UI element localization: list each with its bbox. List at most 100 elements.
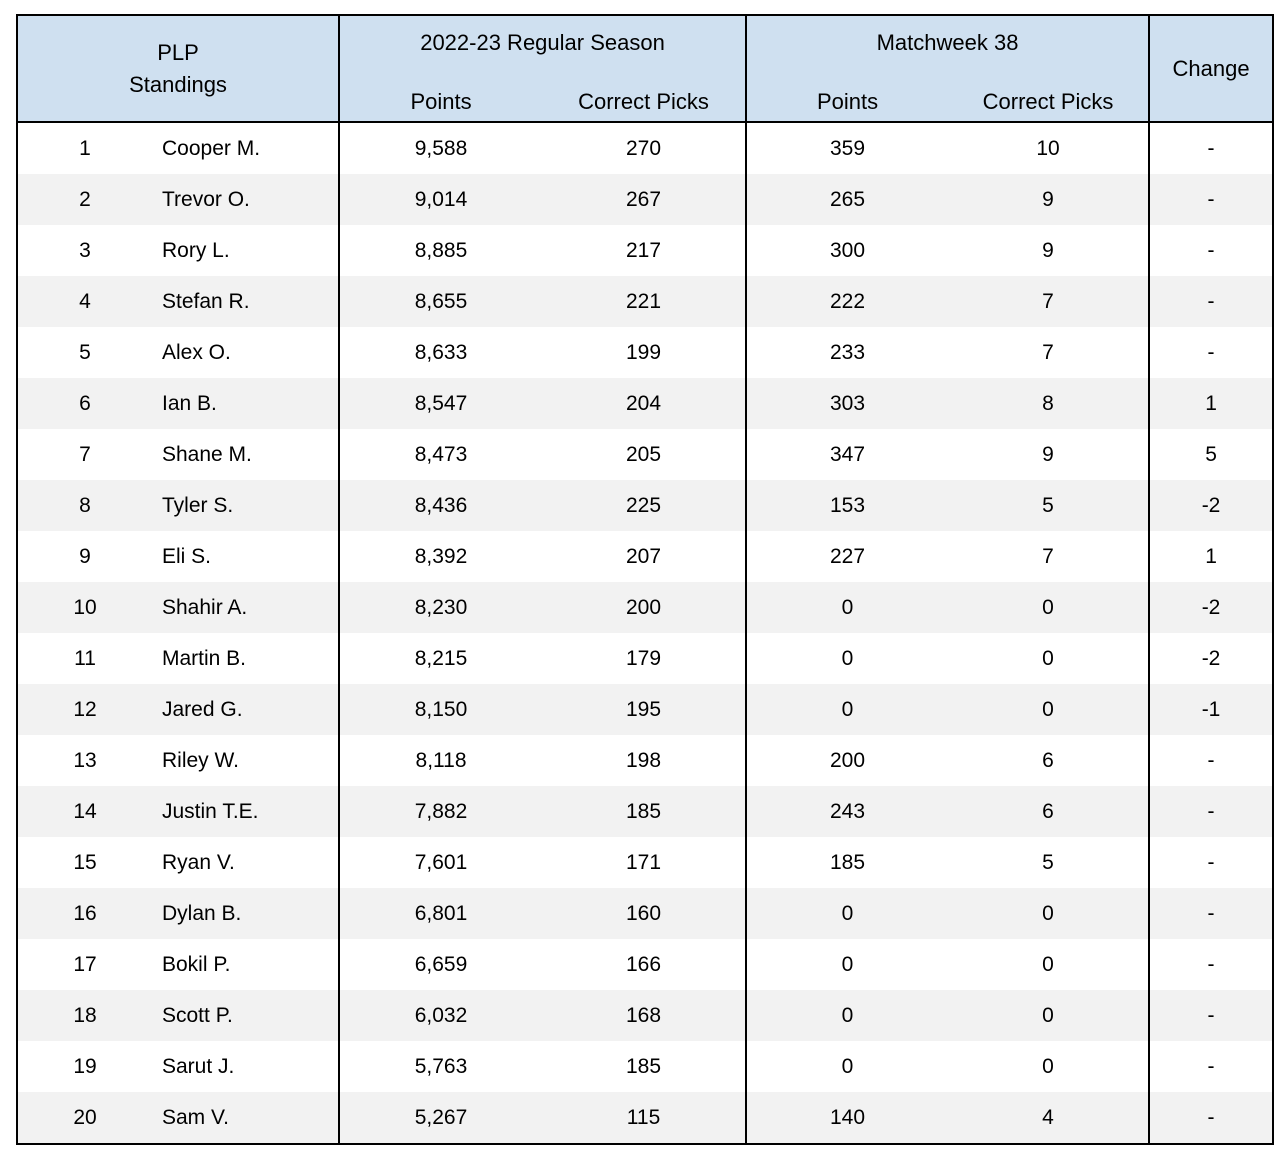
matchweek-correct-picks-cell: 9	[948, 225, 1151, 276]
standings-title-header: PLP Standings	[17, 15, 341, 122]
matchweek-points-cell: 227	[746, 531, 949, 582]
change-cell: -	[1149, 837, 1274, 888]
rank-cell: 18	[17, 990, 152, 1041]
rank-cell: 12	[17, 684, 152, 735]
rank-cell: 4	[17, 276, 152, 327]
player-name-cell: Shane M.	[152, 429, 341, 480]
matchweek-correct-picks-cell: 9	[948, 174, 1151, 225]
season-correct-picks-cell: 199	[542, 327, 748, 378]
rank-cell: 14	[17, 786, 152, 837]
player-name-cell: Trevor O.	[152, 174, 341, 225]
table-row: 6 Ian B. 8,547 204 303 8 1	[17, 378, 1274, 429]
player-name-cell: Jared G.	[152, 684, 341, 735]
change-cell: -	[1149, 327, 1274, 378]
season-correct-picks-cell: 267	[542, 174, 748, 225]
table-row: 8 Tyler S. 8,436 225 153 5 -2	[17, 480, 1274, 531]
season-correct-picks-cell: 168	[542, 990, 748, 1041]
player-name-cell: Sarut J.	[152, 1041, 341, 1092]
matchweek-correct-picks-cell: 6	[948, 786, 1151, 837]
matchweek-correct-picks-cell: 0	[948, 633, 1151, 684]
change-cell: -2	[1149, 633, 1274, 684]
matchweek-points-cell: 140	[746, 1092, 949, 1144]
table-row: 11 Martin B. 8,215 179 0 0 -2	[17, 633, 1274, 684]
matchweek-points-cell: 0	[746, 1041, 949, 1092]
player-name-cell: Rory L.	[152, 225, 341, 276]
change-header: Change	[1149, 15, 1274, 122]
season-points-cell: 9,588	[339, 122, 543, 174]
season-group-header: 2022-23 Regular Season	[339, 15, 748, 70]
season-points-header: Points	[339, 70, 543, 122]
matchweek-correct-picks-cell: 0	[948, 684, 1151, 735]
season-correct-picks-cell: 217	[542, 225, 748, 276]
player-name-cell: Scott P.	[152, 990, 341, 1041]
table-body: 1 Cooper M. 9,588 270 359 10 - 2 Trevor …	[17, 122, 1274, 1144]
matchweek-points-cell: 303	[746, 378, 949, 429]
player-name-cell: Ryan V.	[152, 837, 341, 888]
rank-cell: 15	[17, 837, 152, 888]
season-points-cell: 7,601	[339, 837, 543, 888]
matchweek-points-cell: 243	[746, 786, 949, 837]
rank-cell: 8	[17, 480, 152, 531]
player-name-cell: Cooper M.	[152, 122, 341, 174]
season-correct-picks-cell: 205	[542, 429, 748, 480]
matchweek-points-cell: 0	[746, 633, 949, 684]
matchweek-points-cell: 222	[746, 276, 949, 327]
table-row: 14 Justin T.E. 7,882 185 243 6 -	[17, 786, 1274, 837]
rank-cell: 5	[17, 327, 152, 378]
season-correct-picks-cell: 195	[542, 684, 748, 735]
table-row: 20 Sam V. 5,267 115 140 4 -	[17, 1092, 1274, 1144]
season-correct-picks-cell: 171	[542, 837, 748, 888]
matchweek-group-header: Matchweek 38	[746, 15, 1151, 70]
table-row: 1 Cooper M. 9,588 270 359 10 -	[17, 122, 1274, 174]
matchweek-points-cell: 0	[746, 888, 949, 939]
season-correct-picks-cell: 221	[542, 276, 748, 327]
change-cell: 5	[1149, 429, 1274, 480]
season-correct-picks-cell: 200	[542, 582, 748, 633]
rank-cell: 20	[17, 1092, 152, 1144]
player-name-cell: Ian B.	[152, 378, 341, 429]
table-row: 16 Dylan B. 6,801 160 0 0 -	[17, 888, 1274, 939]
change-cell: -	[1149, 1041, 1274, 1092]
change-cell: -2	[1149, 582, 1274, 633]
season-correct-picks-cell: 179	[542, 633, 748, 684]
season-points-cell: 8,885	[339, 225, 543, 276]
matchweek-correct-picks-header: Correct Picks	[948, 70, 1151, 122]
season-points-cell: 8,633	[339, 327, 543, 378]
standings-title-line1: PLP	[157, 39, 199, 65]
table-row: 17 Bokil P. 6,659 166 0 0 -	[17, 939, 1274, 990]
matchweek-points-cell: 0	[746, 939, 949, 990]
season-correct-picks-cell: 185	[542, 786, 748, 837]
season-points-cell: 7,882	[339, 786, 543, 837]
matchweek-correct-picks-cell: 7	[948, 327, 1151, 378]
matchweek-points-cell: 153	[746, 480, 949, 531]
rank-cell: 2	[17, 174, 152, 225]
season-correct-picks-cell: 225	[542, 480, 748, 531]
table-row: 19 Sarut J. 5,763 185 0 0 -	[17, 1041, 1274, 1092]
change-cell: -	[1149, 786, 1274, 837]
matchweek-correct-picks-cell: 7	[948, 276, 1151, 327]
rank-cell: 10	[17, 582, 152, 633]
matchweek-correct-picks-cell: 0	[948, 1041, 1151, 1092]
matchweek-points-cell: 0	[746, 990, 949, 1041]
season-points-cell: 5,267	[339, 1092, 543, 1144]
player-name-cell: Alex O.	[152, 327, 341, 378]
matchweek-points-cell: 233	[746, 327, 949, 378]
season-correct-picks-cell: 166	[542, 939, 748, 990]
player-name-cell: Bokil P.	[152, 939, 341, 990]
matchweek-points-cell: 200	[746, 735, 949, 786]
rank-cell: 3	[17, 225, 152, 276]
matchweek-points-cell: 0	[746, 684, 949, 735]
player-name-cell: Tyler S.	[152, 480, 341, 531]
matchweek-correct-picks-cell: 5	[948, 480, 1151, 531]
table-row: 18 Scott P. 6,032 168 0 0 -	[17, 990, 1274, 1041]
change-cell: -	[1149, 122, 1274, 174]
matchweek-correct-picks-cell: 0	[948, 888, 1151, 939]
table-row: 15 Ryan V. 7,601 171 185 5 -	[17, 837, 1274, 888]
standings-table: PLP Standings 2022-23 Regular Season Mat…	[16, 14, 1275, 1145]
player-name-cell: Shahir A.	[152, 582, 341, 633]
season-points-cell: 6,801	[339, 888, 543, 939]
matchweek-points-cell: 359	[746, 122, 949, 174]
season-points-cell: 8,215	[339, 633, 543, 684]
table-row: 2 Trevor O. 9,014 267 265 9 -	[17, 174, 1274, 225]
season-points-cell: 8,150	[339, 684, 543, 735]
